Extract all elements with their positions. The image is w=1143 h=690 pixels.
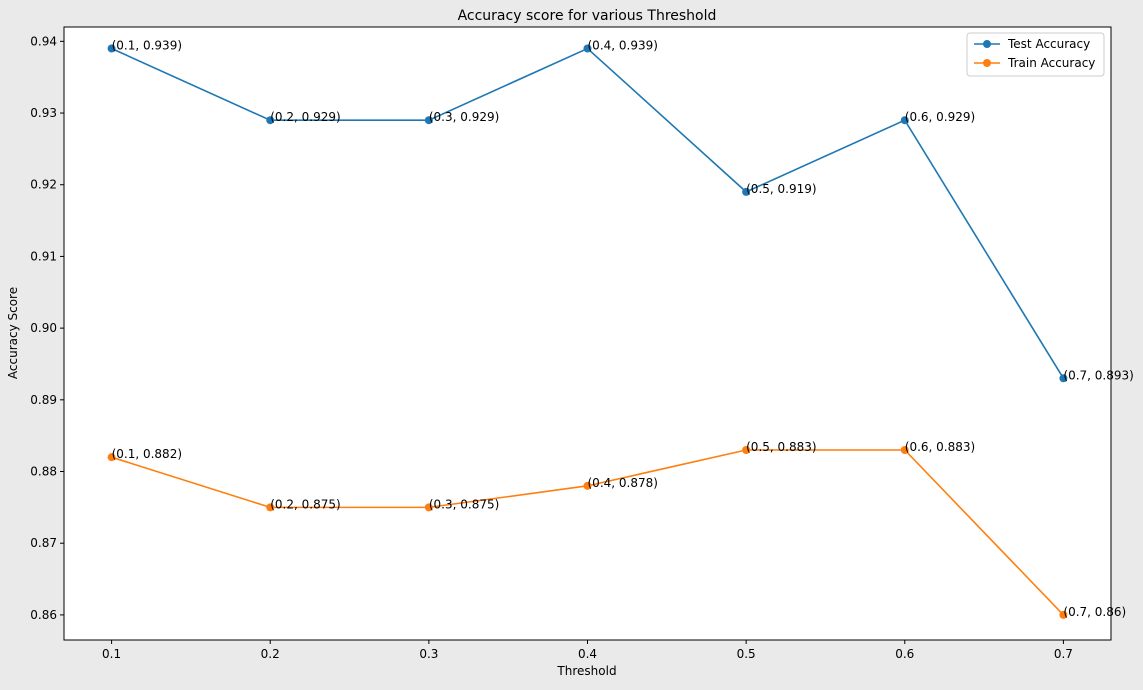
y-tick-label: 0.93 [30,106,57,120]
data-point [424,503,433,512]
data-label: (0.6, 0.883) [905,440,975,454]
data-point [424,116,433,125]
data-point [583,481,592,490]
y-tick-label: 0.86 [30,608,57,622]
data-label: (0.6, 0.929) [905,110,975,124]
x-tick-label: 0.3 [419,647,438,661]
legend-item: Test Accuracy [974,37,1090,51]
data-point [1059,610,1068,619]
x-tick-label: 0.7 [1054,647,1073,661]
x-tick-label: 0.1 [102,647,121,661]
y-tick-label: 0.94 [30,34,57,48]
y-tick-label: 0.88 [30,465,57,479]
data-label: (0.4, 0.939) [588,39,658,53]
y-tick-label: 0.90 [30,321,57,335]
data-label: (0.2, 0.929) [270,110,340,124]
x-tick-label: 0.4 [578,647,597,661]
data-label: (0.2, 0.875) [270,497,340,511]
legend-label: Test Accuracy [1007,37,1090,51]
legend-item: Train Accuracy [974,56,1095,70]
data-label: (0.5, 0.883) [746,440,816,454]
x-tick-label: 0.2 [261,647,280,661]
data-label: (0.1, 0.939) [112,39,182,53]
data-point [266,503,275,512]
data-point [742,187,751,196]
data-point [107,453,116,462]
x-axis-label: Threshold [556,664,616,678]
legend: Test Accuracy Train Accuracy [966,32,1105,77]
series-layer: (0.1, 0.939) (0.2, 0.929) (0.3, 0.929) (0.4… [107,39,1134,619]
y-tick-label: 0.92 [30,178,57,192]
y-tick-label: 0.91 [30,249,57,263]
legend-label: Train Accuracy [1007,56,1095,70]
legend-box [966,32,1105,77]
x-axis-ticks: 0.1 0.2 0.3 0.4 0.5 0.6 0.7 [102,640,1073,661]
y-tick-label: 0.87 [30,536,57,550]
data-point [742,446,751,455]
data-label: (0.7, 0.86) [1063,605,1126,619]
data-point [266,116,275,125]
legend-marker [983,59,991,67]
series-train-accuracy: (0.1, 0.882) (0.2, 0.875) (0.3, 0.875) (0.4… [107,440,1126,619]
x-tick-label: 0.6 [895,647,914,661]
data-point [107,44,116,53]
data-point [900,116,909,125]
data-label: (0.3, 0.875) [429,497,499,511]
series-test-accuracy: (0.1, 0.939) (0.2, 0.929) (0.3, 0.929) (0.4… [107,39,1134,383]
data-label: (0.1, 0.882) [112,447,182,461]
data-label: (0.4, 0.878) [588,476,658,490]
x-tick-label: 0.5 [737,647,756,661]
plot-area [63,26,1112,641]
data-label: (0.3, 0.929) [429,110,499,124]
legend-marker [983,40,991,48]
y-tick-label: 0.89 [30,393,57,407]
chart-title: Accuracy score for various Threshold [458,8,717,24]
data-point [900,446,909,455]
data-point [1059,374,1068,383]
data-point [583,44,592,53]
y-axis-label: Accuracy Score [6,287,20,379]
data-label: (0.7, 0.893) [1063,368,1133,382]
y-axis-ticks: 0.86 0.87 0.88 0.89 0.90 0.91 0.92 0.93 0.94 [30,34,64,622]
data-label: (0.5, 0.919) [746,182,816,196]
